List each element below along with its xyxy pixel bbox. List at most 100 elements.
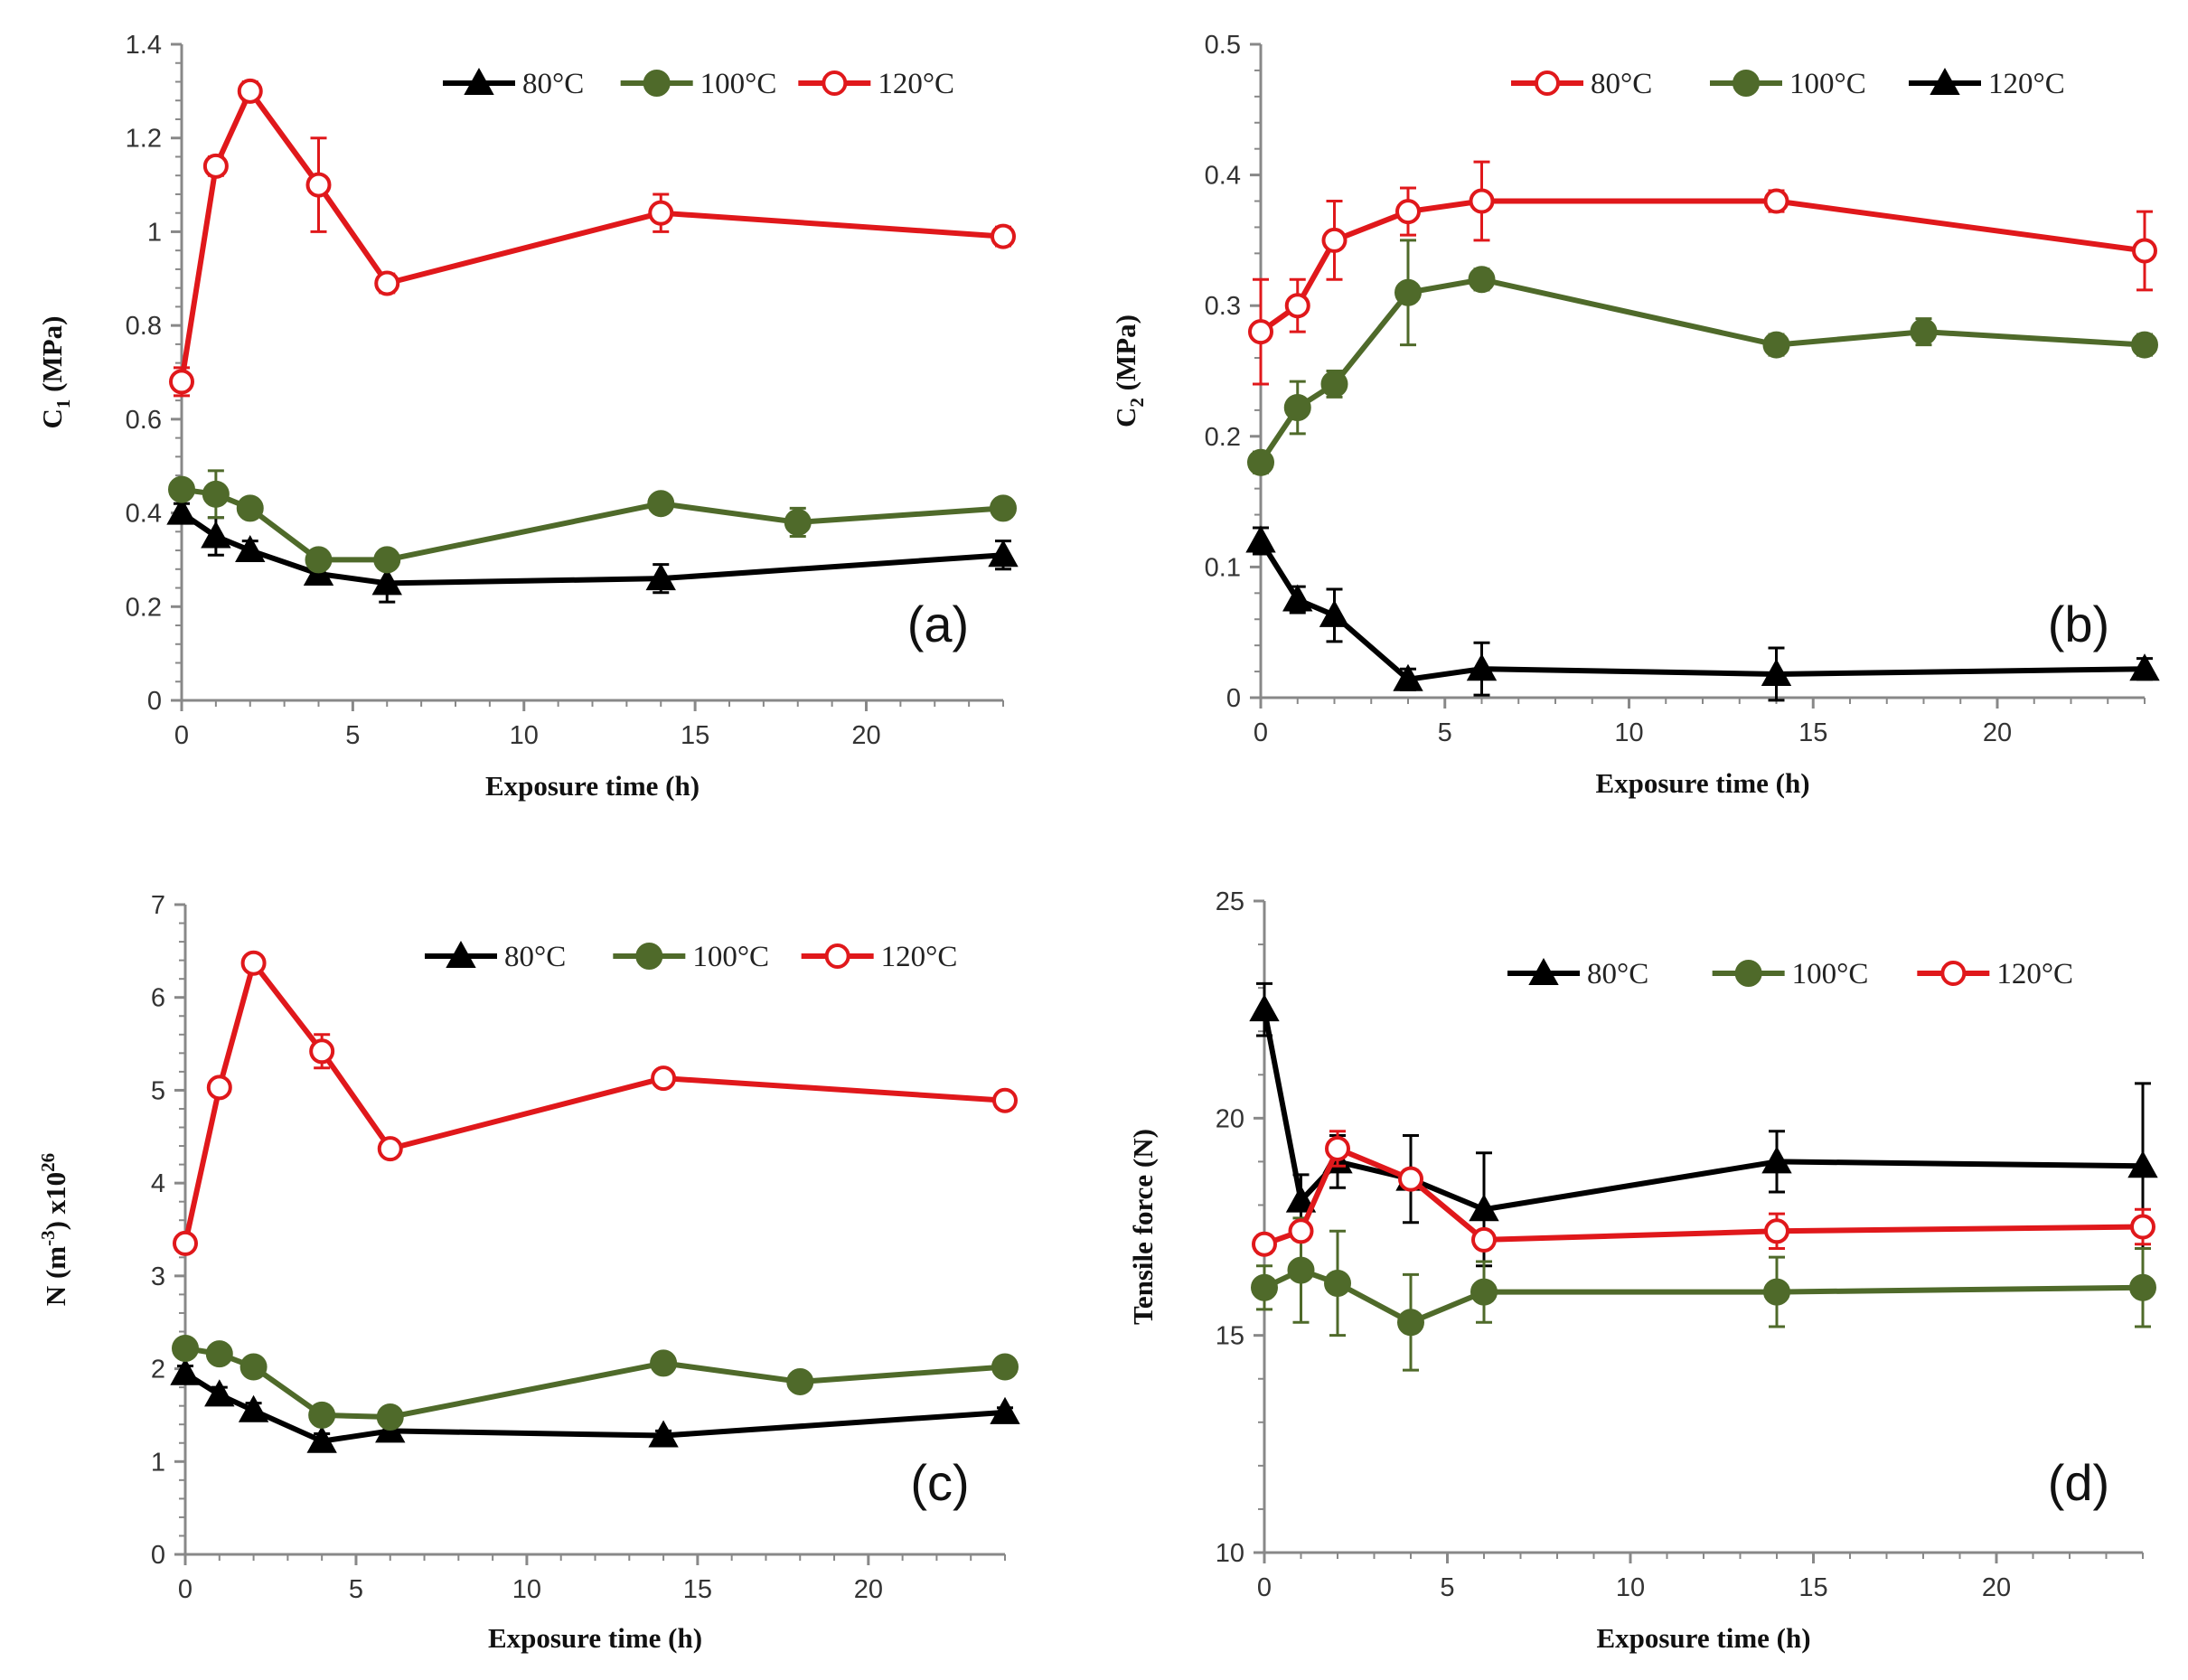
- data-point: [1468, 266, 1496, 294]
- series-80°C: [1248, 160, 2157, 386]
- data-point: [648, 1420, 679, 1448]
- series-120°C: [1245, 525, 2160, 702]
- y-tick-label: 1.2: [126, 125, 162, 154]
- x-tick-label: 10: [1614, 718, 1643, 747]
- legend-swatch-marker: [1930, 67, 1960, 95]
- x-tick-label: 10: [1616, 1573, 1645, 1602]
- x-tick-label: 0: [174, 721, 189, 750]
- data-point: [645, 563, 676, 591]
- data-point: [1471, 1226, 1497, 1253]
- y-axis-title-part: N (m: [40, 1246, 71, 1306]
- data-point: [1469, 188, 1495, 214]
- data-point: [308, 1401, 336, 1429]
- y-tick-label: 0.4: [126, 500, 162, 529]
- series-80°C: [1249, 981, 2158, 1268]
- series-80°C: [170, 1357, 1020, 1453]
- legend-label: 120°C: [1988, 68, 2065, 100]
- x-axis-title: Exposure time (h): [1596, 1622, 1810, 1654]
- x-tick-label: 0: [1257, 1573, 1272, 1602]
- legend-label: 80°C: [522, 68, 584, 100]
- y-axis-title: Tensile force (N): [1127, 1129, 1159, 1325]
- data-point: [204, 1379, 235, 1407]
- x-tick-label: 5: [349, 1575, 363, 1604]
- legend-label: 120°C: [878, 68, 954, 100]
- panel-tag: (a): [907, 596, 969, 652]
- data-point: [1325, 1135, 1350, 1161]
- data-point: [169, 369, 194, 395]
- legend-swatch-marker: [635, 943, 663, 970]
- data-point: [1910, 318, 1938, 346]
- data-point: [168, 475, 195, 503]
- y-axis-title-part: (MPa): [36, 316, 68, 399]
- data-point: [201, 521, 231, 549]
- data-point: [309, 1038, 335, 1065]
- data-point: [170, 1357, 201, 1385]
- panel-tag: (b): [2048, 596, 2109, 652]
- data-point: [1252, 1231, 1277, 1257]
- data-point: [235, 534, 266, 563]
- data-point: [371, 568, 402, 596]
- x-tick-label: 20: [1982, 1573, 2011, 1602]
- data-point: [1285, 1185, 1317, 1213]
- data-point: [1249, 994, 1280, 1022]
- data-point: [236, 494, 264, 522]
- chart-panel-2: 0 0.1 0.2 0.3 0.4 0.5 0 5 10 15 20 Exposure time (h…: [1110, 31, 2160, 799]
- series-100°C: [168, 469, 1017, 574]
- y-tick-label: 1: [147, 218, 162, 247]
- data-point: [2130, 1214, 2155, 1240]
- y-tick-label: 0.8: [126, 312, 162, 341]
- data-point: [239, 1353, 268, 1381]
- legend-label: 80°C: [1591, 68, 1652, 100]
- x-tick-label: 0: [178, 1575, 193, 1604]
- data-point: [1251, 1273, 1278, 1301]
- data-point: [1393, 663, 1423, 691]
- panel-tag: (c): [910, 1454, 969, 1511]
- x-tick-label: 5: [1440, 1573, 1454, 1602]
- series-line: [179, 88, 1004, 382]
- series-line: [181, 486, 1004, 563]
- x-tick-label: 20: [854, 1575, 883, 1604]
- y-tick-label: 5: [151, 1076, 165, 1105]
- legend-label: 120°C: [1996, 958, 2073, 990]
- data-point: [1470, 1278, 1498, 1306]
- series-line: [184, 1346, 1006, 1420]
- chart-panel-3: 0 1 2 3 4 5 6 7 0 5 10 15 20 Exposure time (h) N (m-3)…: [37, 891, 1020, 1654]
- legend-swatch-marker: [1733, 70, 1760, 97]
- data-point: [202, 480, 230, 508]
- legend-swatch-marker: [1940, 961, 1967, 986]
- x-axis-title: Exposure time (h): [485, 770, 700, 802]
- x-tick-label: 5: [345, 721, 360, 750]
- data-point: [2129, 1273, 2156, 1301]
- legend-label: 120°C: [881, 941, 958, 973]
- data-point: [172, 1334, 199, 1362]
- legend-swatch-marker: [464, 67, 494, 95]
- data-point: [205, 1340, 233, 1368]
- legend-swatch-marker: [1535, 70, 1560, 96]
- data-point: [992, 1087, 1018, 1113]
- chart-panel-1: 0 0.2 0.4 0.6 0.8 1 1.2 1.4 0 5 10 15 20 Exposure tim…: [36, 31, 1019, 802]
- x-tick-label: 5: [1438, 718, 1452, 747]
- data-point: [1283, 393, 1311, 421]
- legend-swatch-marker: [446, 940, 476, 968]
- y-axis-title-part: C: [1110, 408, 1141, 427]
- data-point: [1394, 278, 1422, 306]
- data-point: [206, 1075, 232, 1101]
- data-point: [1762, 331, 1790, 359]
- y-tick-label: 1: [151, 1448, 165, 1477]
- data-point: [306, 1425, 337, 1453]
- series-100°C: [1251, 1216, 2156, 1372]
- data-point: [1287, 1256, 1315, 1284]
- y-tick-label: 1.4: [126, 31, 162, 60]
- x-tick-label: 15: [1798, 718, 1827, 747]
- data-point: [650, 1349, 678, 1377]
- data-point: [1397, 1309, 1424, 1337]
- data-point: [1245, 525, 1276, 553]
- y-tick-label: 0: [1226, 684, 1241, 713]
- series-line: [183, 960, 1006, 1244]
- series-120°C: [173, 950, 1018, 1256]
- series-line: [1258, 277, 2146, 465]
- data-point: [1761, 658, 1792, 686]
- data-point: [374, 270, 400, 296]
- series-line: [1263, 1267, 2144, 1326]
